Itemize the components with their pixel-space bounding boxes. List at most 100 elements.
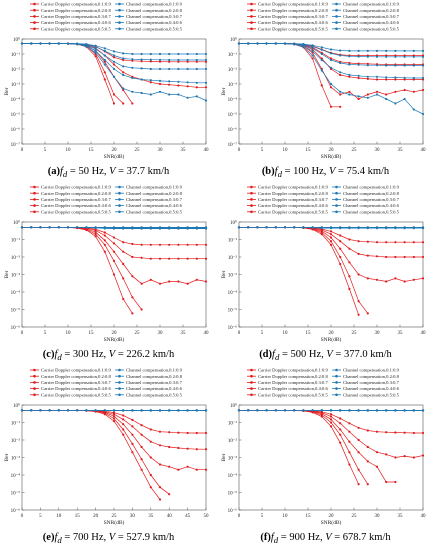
data-point <box>131 451 134 454</box>
data-point <box>186 409 189 412</box>
legend-entry: Channel compensation,0.4:0.6 <box>332 203 400 209</box>
legend-label: Carrier Doppler compensation,0.1:0.9 <box>258 2 328 8</box>
data-point <box>158 79 162 82</box>
data-point <box>122 71 125 74</box>
data-point <box>329 415 333 418</box>
data-point <box>265 42 268 45</box>
data-point <box>103 243 106 246</box>
data-point <box>149 486 152 489</box>
data-point <box>357 409 360 412</box>
data-point <box>149 428 152 431</box>
data-point <box>247 42 250 45</box>
data-point <box>348 451 351 454</box>
data-point <box>195 227 198 230</box>
y-axis-label: Ber <box>4 453 10 461</box>
legend-entry: Carrier Doppler compensation,0.2:0.8 <box>30 374 111 380</box>
legend-swatch-marker <box>335 210 338 214</box>
data-point <box>204 409 208 412</box>
data-point <box>122 73 125 77</box>
legend-swatch-marker <box>335 191 338 195</box>
legend-label: Channel compensation,0.3:0.7 <box>126 380 183 386</box>
legend-entry: Carrier Doppler compensation,0.5:0.5 <box>30 209 111 215</box>
data-point <box>357 49 360 53</box>
data-point <box>375 227 379 230</box>
legend: Carrier Doppler compensation,0.1:0.9Carr… <box>247 185 400 215</box>
data-point <box>186 96 189 99</box>
data-point <box>320 69 323 72</box>
legend-swatch-marker <box>33 387 36 390</box>
legend-label: Channel compensation,0.2:0.8 <box>343 8 400 14</box>
data-point <box>149 257 152 260</box>
y-axis: 10⁻⁶ 10⁻⁵ 10⁻⁴ 10⁻³ 10⁻² 10⁻¹ 10⁰ Ber <box>221 220 242 331</box>
data-point <box>103 239 106 242</box>
data-point <box>302 43 305 46</box>
legend-entry: Channel compensation,0.1:0.9 <box>115 185 183 191</box>
data-point <box>385 55 388 58</box>
data-point <box>39 42 42 45</box>
legend-label: Channel compensation,0.2:0.8 <box>343 191 400 197</box>
data-point <box>48 42 51 45</box>
data-point <box>131 275 134 278</box>
data-point <box>311 44 314 47</box>
x-tick-label: 10 <box>66 331 72 336</box>
data-point <box>412 456 415 459</box>
legend-label: Channel compensation,0.1:0.9 <box>126 185 183 191</box>
data-point <box>366 49 369 53</box>
x-tick-label: 0 <box>238 331 241 336</box>
y-tick-label: 10⁻⁴ <box>228 473 238 479</box>
data-point <box>131 242 134 246</box>
legend-entry: Carrier Doppler compensation,0.2:0.8 <box>30 191 111 197</box>
data-point <box>329 425 333 428</box>
legend-label: Carrier Doppler compensation,0.4:0.6 <box>258 386 328 392</box>
data-point <box>140 67 143 70</box>
data-point <box>412 64 415 67</box>
data-point <box>283 226 287 229</box>
legend-label: Carrier Doppler compensation,0.4:0.6 <box>41 203 111 209</box>
x-tick-label: 5 <box>261 514 264 519</box>
data-point <box>357 273 360 276</box>
y-tick-label: 10⁻⁴ <box>11 290 21 296</box>
data-point <box>149 278 152 281</box>
data-point <box>140 433 143 436</box>
data-point <box>320 84 323 87</box>
caption-letter: (a) <box>47 166 60 177</box>
panel-a: Carrier Doppler compensation,0.1:0.9 Carr… <box>0 0 217 183</box>
data-point <box>339 73 342 77</box>
legend-entry: Channel compensation,0.2:0.8 <box>115 8 183 14</box>
data-point <box>394 431 397 434</box>
data-point <box>329 240 333 243</box>
data-point <box>421 76 425 80</box>
data-point <box>48 226 51 229</box>
data-point <box>112 56 116 59</box>
data-point <box>421 454 425 457</box>
legend-label: Channel compensation,0.2:0.8 <box>126 8 183 14</box>
legend-swatch-marker <box>335 27 338 31</box>
data-point <box>403 227 406 230</box>
legend-swatch-marker <box>335 368 338 372</box>
data-point <box>366 445 369 449</box>
legend-swatch-marker <box>33 185 36 189</box>
legend-entry: Channel compensation,0.2:0.8 <box>332 374 400 380</box>
data-point <box>168 52 171 56</box>
legend-entry: Carrier Doppler compensation,0.5:0.5 <box>247 392 328 398</box>
caption-fd: 900 Hz <box>289 532 320 543</box>
x-tick-label: 0 <box>238 514 241 519</box>
data-point <box>103 231 106 234</box>
x-tick-label: 0 <box>21 331 24 336</box>
legend-entry: Channel compensation,0.2:0.8 <box>115 374 183 380</box>
data-point <box>122 414 125 417</box>
data-point <box>357 76 360 80</box>
data-point <box>131 76 134 80</box>
data-point <box>20 42 24 45</box>
data-point <box>103 250 106 253</box>
legend-label: Channel compensation,0.5:0.5 <box>126 26 183 32</box>
data-point <box>76 409 79 412</box>
legend-entry: Carrier Doppler compensation,0.1:0.9 <box>247 2 328 8</box>
data-point <box>149 52 152 56</box>
data-point <box>66 42 70 45</box>
x-axis-label: SNR(dB) <box>321 336 342 343</box>
legend-label: Channel compensation,0.1:0.9 <box>126 368 183 374</box>
y-tick-label: 10⁻⁶ <box>228 508 238 514</box>
data-point <box>131 227 134 230</box>
x-tick-label: 5 <box>39 514 42 519</box>
